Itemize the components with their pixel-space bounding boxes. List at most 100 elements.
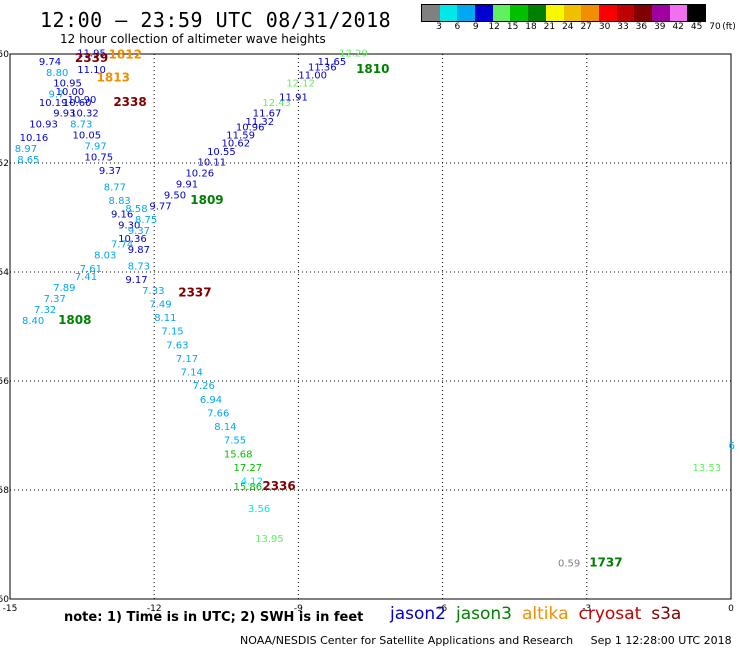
scale-label: 3 [436,22,442,32]
grid-lines [10,54,731,599]
satellite-legend-jason3: jason3 [456,604,512,624]
scale-label: 70 [709,22,721,32]
scale-swatch [545,5,564,21]
wave-height-reading: 15.68 [224,449,253,460]
wave-height-reading: 11.67 [253,109,282,120]
pass-time-label: 1808 [58,313,91,327]
scale-label: 21 [543,22,556,32]
wave-height-reading: 13.53 [693,463,722,474]
wave-height-reading: 7.33 [142,286,164,297]
wave-height-reading: 8.11 [154,313,176,324]
wave-height-reading: 13.95 [255,534,284,545]
wave-height-reading: 7.55 [224,436,246,447]
wave-height-reading: 8.40 [22,316,44,327]
wave-height-reading: 17.27 [234,463,263,474]
pass-time-label: 1809 [190,193,223,207]
wave-height-reading: 10.32 [70,109,99,120]
scale-swatch [510,5,529,21]
wave-height-reading: 8.80 [46,68,68,79]
scale-label: 33 [617,22,629,32]
pass-time-label: 1813 [97,70,130,84]
x-tick-label: -6 [438,604,447,614]
scale-swatch [563,5,582,21]
note-text: note: 1) Time is in UTC; 2) SWH is in fe… [64,610,364,625]
wave-height-reading: 7.32 [34,305,56,316]
wave-height-reading: 9.30 [118,220,140,231]
scale-unit: (ft) [722,22,736,32]
scale-swatch [528,5,546,21]
scale-label: 42 [672,22,684,32]
scale-swatch [492,5,511,21]
pass-time-label: 2339 [75,51,108,65]
y-tick-label: -52 [0,159,9,169]
y-tick-label: -60 [0,595,9,605]
pass-time-label: 1737 [589,555,622,569]
wave-height-reading: 9.50 [164,190,186,201]
wave-height-reading: 8.14 [214,422,236,433]
satellite-legend-jason2: jason2 [390,604,446,624]
wave-height-reading: 10.62 [221,139,250,150]
scale-label: 39 [654,22,666,32]
wave-height-reading: 11.32 [246,117,275,128]
wave-height-reading: 6 [729,441,735,452]
wave-height-reading: 7.14 [181,368,203,379]
axis-ticks: -15 -12 -9 -6 -3 0 -50 -52 -54 -56 -58 -60 [0,50,734,614]
wave-height-reading: 9.37 [128,226,150,237]
wave-height-reading: 12.29 [339,49,368,60]
wave-height-reading: 15.86 [234,482,263,493]
y-tick-label: -54 [0,268,9,278]
wave-height-reading: 9.93 [53,109,75,120]
wave-height-reading: 11.36 [308,62,337,73]
wave-height-reading: 11.59 [226,130,255,141]
wave-height-reading: 7.37 [44,294,66,305]
scale-label: 27 [580,22,592,32]
wave-height-reading: 4.12 [241,477,263,488]
wave-height-readings: 11.959.7411.108.8010.959.710.0010.9010.1… [15,49,735,570]
footer-timestamp: Sep 1 12:28:00 UTC 2018 [590,634,732,647]
scale-label: 9 [472,22,479,32]
scale-label: 30 [598,22,611,32]
wave-height-reading: 11.00 [298,71,327,82]
scale-label: 36 [635,22,648,32]
wave-height-reading: 7.66 [207,408,229,419]
wave-height-reading: 12.43 [262,98,291,109]
scale-label: 24 [562,22,574,32]
wave-height-reading: 10.19 [39,98,68,109]
wave-height-reading: 8.65 [17,155,39,166]
x-tick-label: -9 [294,604,303,614]
scale-label: 18 [525,22,537,32]
wave-height-reading: 10.75 [85,152,114,163]
wave-height-reading: 11.91 [279,92,308,103]
footer-agency: NOAA/NESDIS Center for Satellite Applica… [240,634,574,647]
x-tick-label: -15 [3,604,18,614]
map-subtitle: 12 hour collection of altimeter wave hei… [60,32,326,46]
wave-height-reading: 9.91 [176,180,198,191]
scale-swatch [439,5,458,21]
satellite-legend-altika: altika [522,604,569,624]
wave-height-reading: 12.12 [286,79,315,90]
y-tick-label: -58 [0,486,9,496]
scale-label: 45 [690,22,703,32]
wave-height-reading: 8.77 [104,182,126,193]
scale-label: 12 [488,22,500,32]
wave-height-reading: 10.36 [118,234,147,245]
satellite-legend-s3a: s3a [651,604,682,624]
wave-height-reading: 10.05 [72,130,101,141]
scale-swatch [457,5,476,21]
wave-height-reading: 7.41 [75,272,97,283]
wave-height-reading: 10.26 [185,169,214,180]
wave-height-reading: 8.73 [128,261,150,272]
scale-swatch [651,5,670,21]
y-tick-label: -56 [0,377,9,387]
wave-height-reading: 10.00 [56,87,85,98]
pass-time-label: 2336 [262,479,295,493]
wave-height-reading: 9.17 [125,275,147,286]
x-tick-label: 0 [728,604,734,614]
scale-swatch [422,5,440,21]
wave-height-reading: 7.97 [85,141,107,152]
wave-height-reading: 11.10 [77,65,106,76]
wave-height-reading: 7.15 [161,327,183,338]
wave-height-reading: 10.96 [236,122,265,133]
wave-height-reading: 7.89 [53,283,75,294]
